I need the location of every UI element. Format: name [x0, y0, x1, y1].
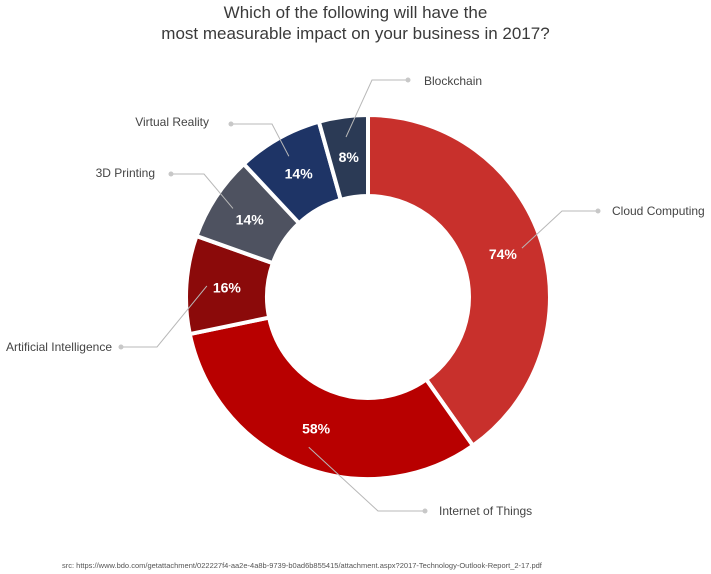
value-label-internet-of-things: 58%: [302, 421, 331, 437]
leader-dot-artificial-intelligence: [118, 344, 124, 350]
leader-line-virtual-reality: [231, 123, 290, 157]
leader-line-artificial-intelligence: [121, 285, 208, 348]
slice-cloud-computing: [366, 112, 552, 449]
chart-title-line-1: Which of the following will have the: [223, 3, 488, 22]
leader-dot-virtual-reality: [228, 121, 234, 127]
source-citation: src: https://www.bdo.com/getattachment/0…: [62, 561, 542, 570]
leader-line-3d-printing: [171, 173, 234, 209]
category-label-artificial-intelligence: Artificial Intelligence: [6, 340, 112, 354]
category-label-cloud-computing: Cloud Computing: [612, 204, 705, 218]
leader-dot-blockchain: [405, 77, 411, 83]
leader-dot-internet-of-things: [422, 508, 428, 514]
value-label-artificial-intelligence: 16%: [213, 279, 242, 295]
category-label-internet-of-things: Internet of Things: [439, 504, 532, 518]
chart-title: Which of the following will have the mos…: [0, 2, 711, 44]
slice-blockchain: [316, 112, 370, 203]
chart-title-line-2: most measurable impact on your business …: [161, 24, 550, 43]
value-label-blockchain: 8%: [339, 149, 360, 165]
leader-dot-3d-printing: [168, 171, 174, 177]
value-label-virtual-reality: 14%: [285, 166, 314, 182]
leader-line-internet-of-things: [308, 446, 425, 512]
leader-dot-cloud-computing: [595, 208, 601, 214]
leader-line-blockchain: [345, 79, 408, 138]
value-label-3d-printing: 14%: [236, 211, 265, 227]
leader-line-cloud-computing: [521, 210, 598, 249]
value-label-cloud-computing: 74%: [489, 246, 518, 262]
slice-internet-of-things: [187, 315, 476, 481]
category-label-3d-printing: 3D Printing: [96, 166, 155, 180]
category-label-virtual-reality: Virtual Reality: [135, 115, 209, 129]
category-label-blockchain: Blockchain: [424, 74, 482, 88]
